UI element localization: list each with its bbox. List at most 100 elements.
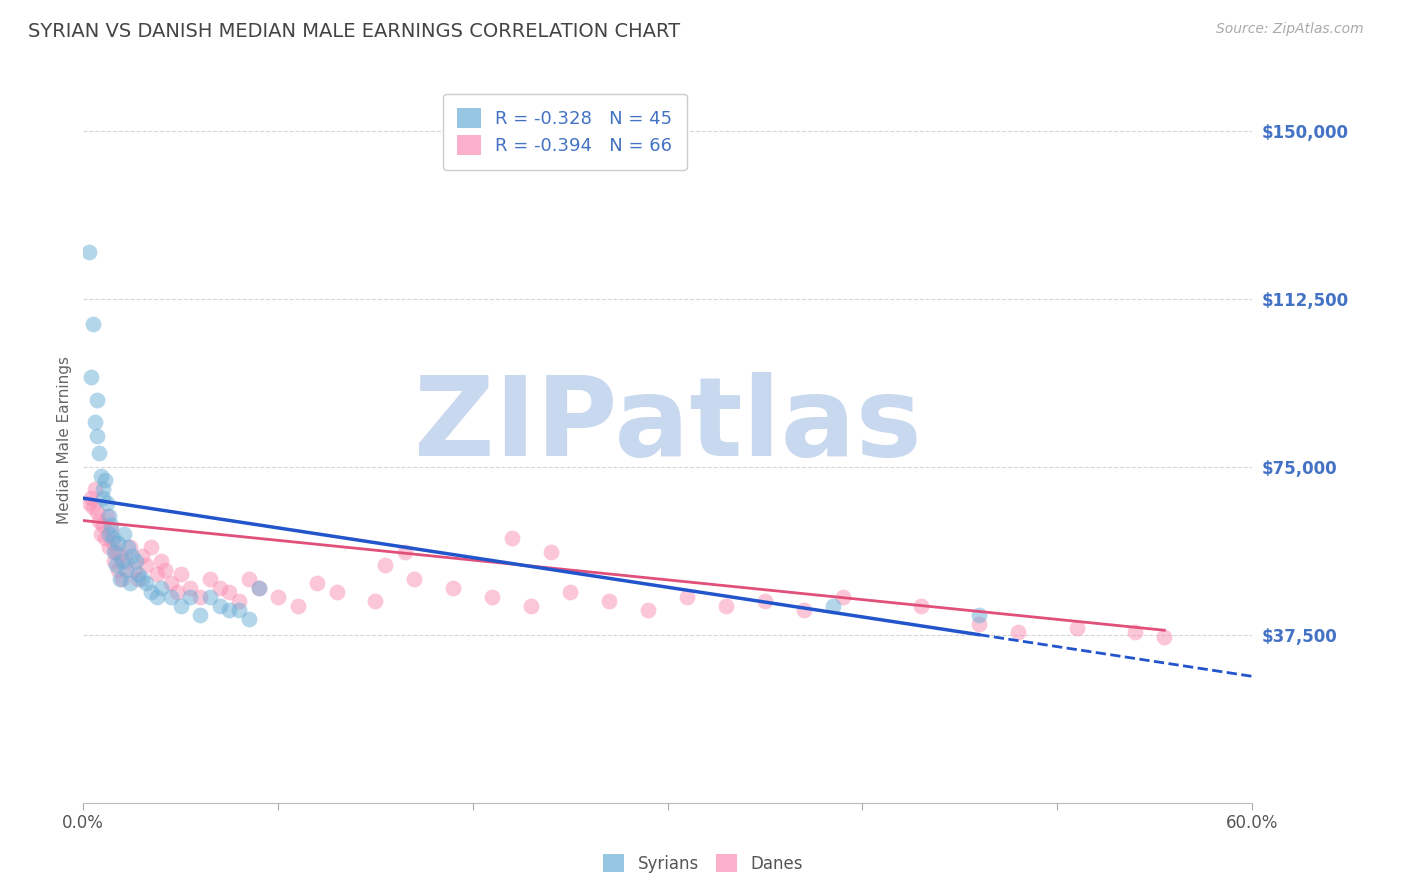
Point <box>287 599 309 613</box>
Point <box>91 482 114 496</box>
Point <box>97 509 120 524</box>
Point <box>598 594 620 608</box>
Point <box>793 603 815 617</box>
Point <box>111 572 134 586</box>
Point <box>228 603 250 617</box>
Point <box>96 509 118 524</box>
Point <box>404 572 426 586</box>
Point <box>170 567 193 582</box>
Point <box>305 576 328 591</box>
Point <box>150 554 173 568</box>
Text: Source: ZipAtlas.com: Source: ZipAtlas.com <box>1216 22 1364 37</box>
Point <box>100 518 122 533</box>
Point <box>82 500 104 515</box>
Point <box>247 581 270 595</box>
Point <box>153 563 176 577</box>
Point <box>969 607 991 622</box>
Point <box>111 554 134 568</box>
Point <box>188 590 211 604</box>
Point <box>77 245 100 260</box>
Point <box>112 527 135 541</box>
Point <box>560 585 582 599</box>
Point <box>86 392 108 407</box>
Point <box>93 532 115 546</box>
Point <box>127 572 149 586</box>
Point <box>394 545 416 559</box>
Point <box>481 590 503 604</box>
Point <box>91 491 114 506</box>
Point <box>103 545 125 559</box>
Point <box>198 590 221 604</box>
Point <box>501 532 523 546</box>
Point <box>218 603 240 617</box>
Point <box>90 527 112 541</box>
Point <box>160 590 183 604</box>
Point <box>97 541 120 555</box>
Point <box>1066 621 1088 635</box>
Point <box>146 590 169 604</box>
Point <box>208 581 231 595</box>
Point <box>1153 630 1175 644</box>
Point <box>374 558 396 573</box>
Point <box>131 549 153 564</box>
Point <box>87 446 110 460</box>
Point <box>77 496 100 510</box>
Point <box>103 554 125 568</box>
Point <box>441 581 464 595</box>
Point <box>520 599 543 613</box>
Point <box>84 482 107 496</box>
Point <box>179 590 201 604</box>
Text: ZIPatlas: ZIPatlas <box>413 372 921 479</box>
Point <box>105 558 128 573</box>
Point <box>82 317 104 331</box>
Point <box>166 585 188 599</box>
Point <box>141 585 163 599</box>
Point <box>135 576 157 591</box>
Point <box>122 563 145 577</box>
Point <box>188 607 211 622</box>
Point <box>125 554 148 568</box>
Point <box>540 545 562 559</box>
Point <box>150 581 173 595</box>
Point <box>80 370 103 384</box>
Point <box>131 572 153 586</box>
Point <box>1123 625 1146 640</box>
Point <box>115 563 138 577</box>
Point <box>714 599 737 613</box>
Point <box>110 572 132 586</box>
Legend: Syrians, Danes: Syrians, Danes <box>596 847 810 880</box>
Point <box>107 563 129 577</box>
Point <box>105 545 128 559</box>
Point <box>100 523 122 537</box>
Point <box>87 514 110 528</box>
Point <box>1007 625 1029 640</box>
Point <box>676 590 699 604</box>
Point <box>267 590 290 604</box>
Point <box>364 594 387 608</box>
Point <box>91 518 114 533</box>
Point <box>96 496 118 510</box>
Point <box>754 594 776 608</box>
Point <box>141 541 163 555</box>
Text: SYRIAN VS DANISH MEDIAN MALE EARNINGS CORRELATION CHART: SYRIAN VS DANISH MEDIAN MALE EARNINGS CO… <box>28 22 681 41</box>
Point <box>910 599 932 613</box>
Point <box>208 599 231 613</box>
Point <box>238 612 260 626</box>
Legend: R = -0.328   N = 45, R = -0.394   N = 66: R = -0.328 N = 45, R = -0.394 N = 66 <box>443 94 688 169</box>
Point <box>170 599 193 613</box>
Point <box>80 491 103 506</box>
Point <box>218 585 240 599</box>
Point <box>238 572 260 586</box>
Point <box>823 599 845 613</box>
Point <box>198 572 221 586</box>
Point <box>93 473 115 487</box>
Point <box>110 549 132 564</box>
Point <box>115 554 138 568</box>
Point <box>135 558 157 573</box>
Point <box>127 567 149 582</box>
Point <box>969 616 991 631</box>
Point <box>118 541 141 555</box>
Point <box>160 576 183 591</box>
Point <box>90 468 112 483</box>
Point <box>832 590 855 604</box>
